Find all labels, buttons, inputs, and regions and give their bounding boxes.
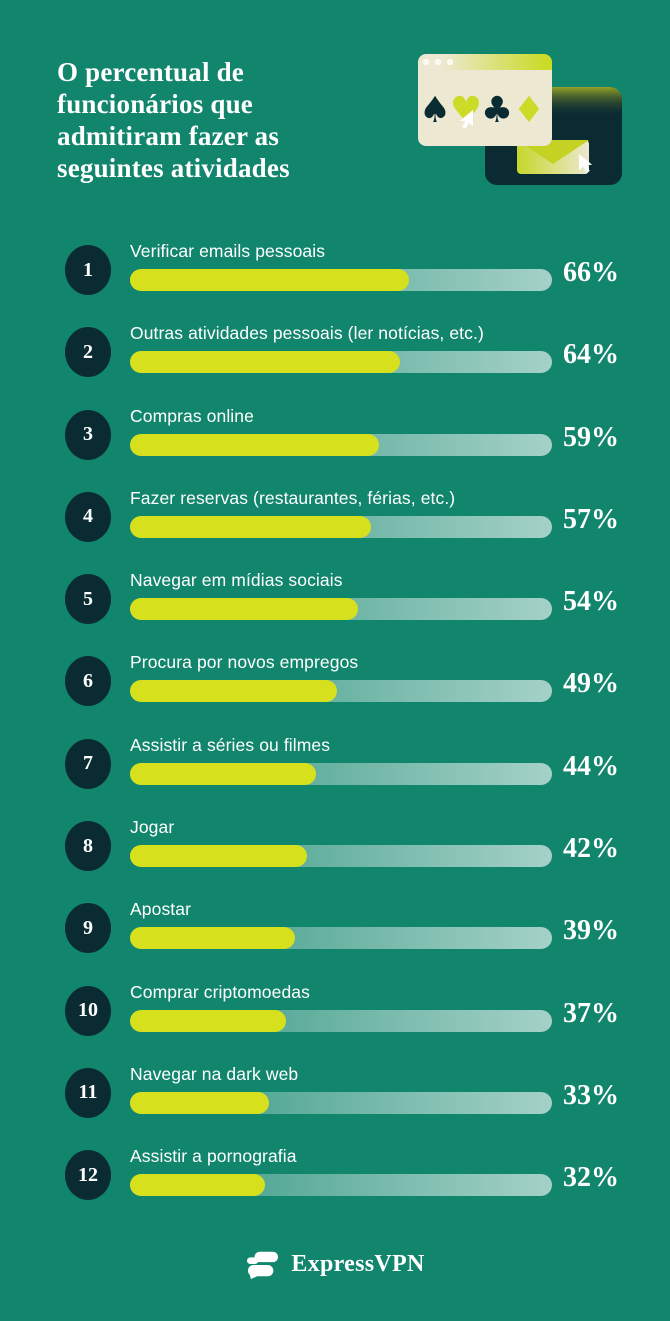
gambling-email-illustration: ♠ ♥ ♣ ♦ bbox=[418, 54, 622, 185]
bar-fill bbox=[130, 680, 337, 703]
percent-value: 39% bbox=[563, 915, 619, 947]
activity-label: Compras online bbox=[130, 405, 254, 426]
activity-label: Outras atividades pessoais (ler notícias… bbox=[130, 323, 484, 344]
cursor-icon bbox=[459, 110, 473, 129]
rank-badge: 11 bbox=[65, 1067, 111, 1118]
window-dot-icon bbox=[422, 58, 430, 66]
activity-row: 11 Navegar na dark web 33% bbox=[0, 1055, 670, 1137]
activity-label: Apostar bbox=[130, 899, 192, 920]
activity-label: Procura por novos empregos bbox=[130, 652, 359, 673]
rank-number: 1 bbox=[83, 258, 93, 281]
bar-fill bbox=[130, 762, 316, 785]
rank-number: 7 bbox=[83, 752, 93, 775]
percent-value: 49% bbox=[563, 668, 619, 700]
activity-label: Navegar na dark web bbox=[130, 1063, 299, 1084]
rank-badge: 4 bbox=[65, 491, 111, 542]
activity-row: 2 Outras atividades pessoais (ler notíci… bbox=[0, 314, 670, 396]
window-dot-icon bbox=[446, 58, 454, 66]
rank-number: 4 bbox=[83, 505, 93, 528]
spade-icon: ♠ bbox=[419, 90, 451, 131]
percent-value: 66% bbox=[563, 257, 619, 288]
activity-row: 7 Assistir a séries ou filmes 44% bbox=[0, 726, 670, 808]
bar-track bbox=[130, 598, 552, 621]
club-icon: ♣ bbox=[481, 90, 513, 131]
rank-badge: 1 bbox=[65, 245, 111, 295]
activity-label: Navegar em mídias sociais bbox=[130, 570, 343, 591]
bar-fill bbox=[130, 269, 409, 291]
rank-badge: 7 bbox=[65, 738, 111, 789]
activity-row: 3 Compras online 59% bbox=[0, 397, 670, 479]
activity-label: Verificar emails pessoais bbox=[130, 241, 326, 261]
activity-row: 9 Apostar 39% bbox=[0, 890, 670, 972]
activity-label: Assistir a pornografia bbox=[130, 1146, 297, 1167]
diamond-icon: ♦ bbox=[513, 90, 545, 131]
bar-fill bbox=[130, 845, 308, 868]
rank-badge: 9 bbox=[65, 903, 111, 954]
activity-row: 8 Jogar 42% bbox=[0, 808, 670, 890]
bar-track bbox=[130, 1009, 552, 1032]
window-dot-icon bbox=[434, 58, 442, 66]
bar-fill bbox=[130, 433, 379, 456]
bar-fill bbox=[130, 515, 371, 538]
percent-value: 37% bbox=[563, 997, 619, 1029]
activity-row: 10 Comprar criptomoedas 37% bbox=[0, 973, 670, 1055]
activity-label: Fazer reservas (restaurantes, férias, et… bbox=[130, 487, 456, 508]
rank-number: 2 bbox=[83, 340, 93, 363]
bar-fill bbox=[130, 1009, 287, 1032]
percent-value: 44% bbox=[563, 750, 619, 782]
brand-wordmark: ExpressVPN bbox=[291, 1250, 425, 1277]
rank-number: 11 bbox=[78, 1081, 98, 1104]
activity-label: Comprar criptomoedas bbox=[130, 981, 310, 1002]
rank-badge: 6 bbox=[65, 656, 111, 707]
rank-number: 12 bbox=[78, 1163, 98, 1186]
expressvpn-logo-icon bbox=[247, 1251, 279, 1280]
percent-value: 33% bbox=[563, 1079, 619, 1111]
rank-badge: 10 bbox=[65, 985, 111, 1036]
bar-track bbox=[130, 351, 552, 374]
bar-track bbox=[130, 680, 552, 703]
percent-value: 54% bbox=[563, 586, 619, 618]
bar-track bbox=[130, 269, 552, 291]
rank-badge: 2 bbox=[65, 327, 111, 378]
rank-number: 9 bbox=[83, 916, 93, 939]
cursor-icon bbox=[579, 154, 593, 173]
rank-number: 10 bbox=[78, 999, 98, 1022]
percent-value: 59% bbox=[563, 421, 619, 453]
rank-number: 5 bbox=[83, 587, 93, 610]
browser-window-icon: ♠ ♥ ♣ ♦ bbox=[418, 54, 552, 146]
activity-bar-list: 1 Verificar emails pessoais 66% 2 Outras… bbox=[0, 232, 670, 1220]
bar-track bbox=[130, 845, 552, 868]
bar-track bbox=[130, 1174, 552, 1197]
brand-footer: ExpressVPN bbox=[0, 1242, 670, 1286]
rank-badge: 3 bbox=[65, 409, 111, 460]
bar-fill bbox=[130, 598, 358, 621]
activity-row: 1 Verificar emails pessoais 66% bbox=[0, 232, 670, 314]
rank-badge: 8 bbox=[65, 821, 111, 872]
bar-fill bbox=[130, 1091, 270, 1114]
activity-row: 5 Navegar em mídias sociais 54% bbox=[0, 561, 670, 643]
rank-number: 6 bbox=[83, 669, 93, 692]
bar-track bbox=[130, 762, 552, 785]
bar-track bbox=[130, 515, 552, 538]
bar-track bbox=[130, 927, 552, 950]
bar-track bbox=[130, 1091, 552, 1114]
activity-label: Jogar bbox=[130, 817, 175, 838]
rank-number: 8 bbox=[83, 834, 93, 857]
bar-fill bbox=[130, 1174, 266, 1197]
activity-label: Assistir a séries ou filmes bbox=[130, 734, 331, 755]
bar-track bbox=[130, 433, 552, 456]
rank-badge: 5 bbox=[65, 574, 111, 625]
activity-row: 6 Procura por novos empregos 49% bbox=[0, 643, 670, 725]
percent-value: 32% bbox=[563, 1162, 619, 1194]
percent-value: 64% bbox=[563, 339, 619, 371]
percent-value: 57% bbox=[563, 503, 619, 535]
rank-number: 3 bbox=[83, 423, 93, 446]
activity-row: 12 Assistir a pornografia 32% bbox=[0, 1137, 670, 1219]
bar-fill bbox=[130, 927, 295, 950]
rank-badge: 12 bbox=[65, 1150, 111, 1201]
page-title: O percentual de funcionários que admitir… bbox=[57, 57, 290, 183]
activity-row: 4 Fazer reservas (restaurantes, férias, … bbox=[0, 479, 670, 561]
percent-value: 42% bbox=[563, 833, 619, 865]
bar-fill bbox=[130, 351, 401, 374]
